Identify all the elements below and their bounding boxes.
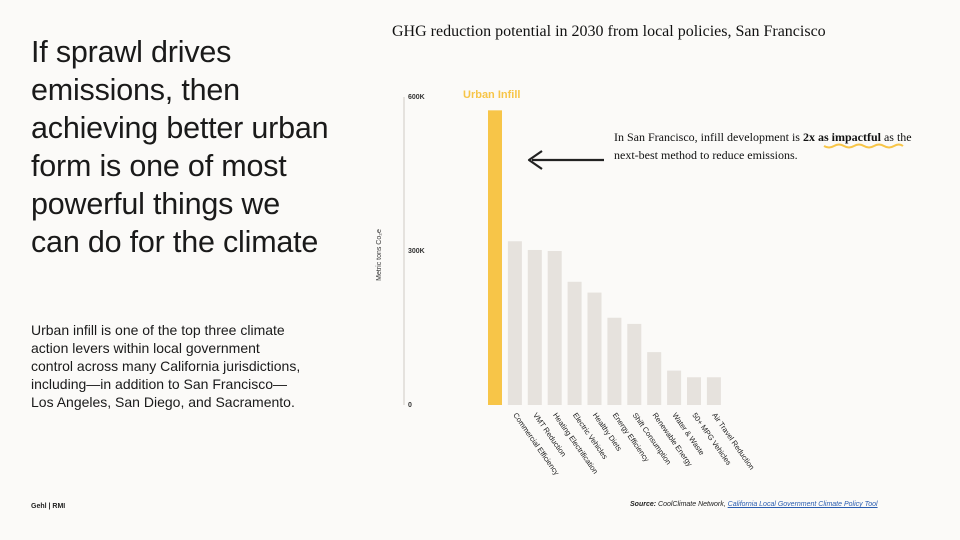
source-link[interactable]: California Local Government Climate Poli…: [727, 501, 878, 508]
source-text: CoolClimate Network,: [656, 501, 728, 508]
bar: [647, 352, 662, 405]
bar: [587, 292, 602, 405]
callout-underline-squiggle: [823, 143, 904, 149]
source-label: Source:: [630, 501, 657, 508]
callout-before: In San Francisco, infill development is: [614, 130, 803, 144]
bar: [667, 370, 682, 405]
highlight-label: Urban Infill: [463, 89, 520, 101]
headline: If sprawl drives emissions, then achievi…: [31, 35, 329, 259]
bar: [567, 281, 582, 405]
callout-after: as the next-best method to reduce emissi…: [614, 130, 912, 162]
bar: [607, 317, 622, 405]
bars: [488, 110, 721, 405]
chart-title: GHG reduction potential in 2030 from loc…: [392, 23, 826, 40]
body-text: Urban infill is one of the top three cli…: [31, 322, 301, 410]
bar: [527, 249, 542, 405]
bar: [507, 241, 522, 405]
y-axis-label: Metric tons Co₂e: [376, 229, 383, 281]
bar: [547, 251, 562, 405]
callout-emphasis: 2x as impactful: [802, 130, 881, 144]
footer-logo: Gehl | RMI: [31, 503, 66, 510]
bar: [627, 323, 642, 405]
source-note: Source: CoolClimate Network, California …: [630, 501, 878, 508]
callout-text: In San Francisco, infill development is …: [614, 128, 924, 164]
bar: [687, 377, 701, 405]
bar-highlight: [488, 110, 502, 405]
bar: [706, 377, 721, 405]
y-tick-label: 600K: [408, 94, 425, 101]
y-tick-label: 0: [408, 402, 412, 409]
y-tick-label: 300K: [408, 248, 425, 255]
callout-arrow: [527, 150, 604, 170]
y-axis: 0 300K 600K: [403, 94, 425, 409]
